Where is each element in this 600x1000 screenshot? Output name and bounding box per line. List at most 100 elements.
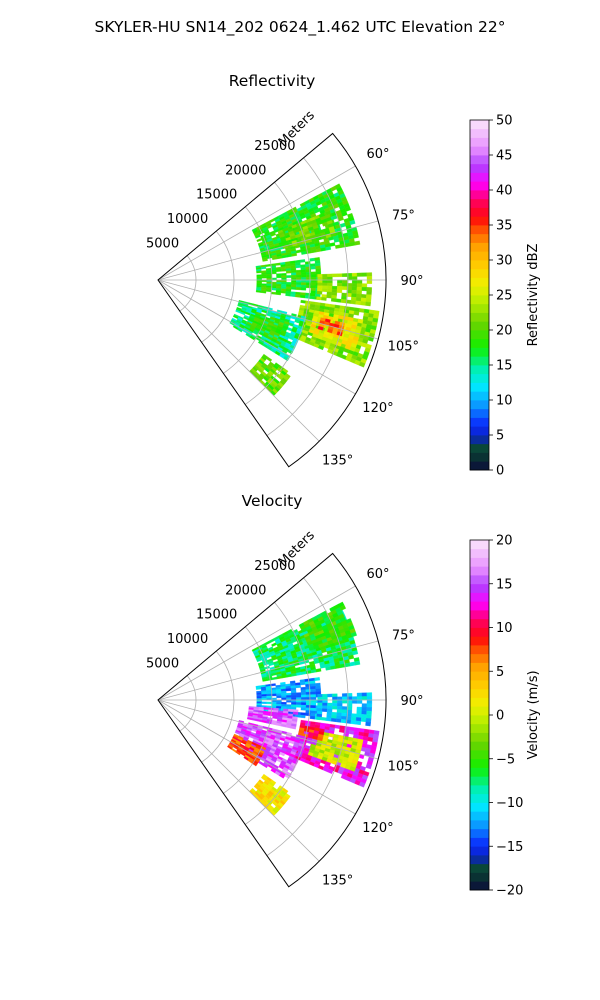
- echo-cell: [366, 290, 372, 296]
- echo-cell: [332, 273, 338, 278]
- echo-cell: [337, 702, 343, 707]
- colorbar-segment: [470, 242, 489, 252]
- echo-cell: [344, 662, 351, 668]
- echo-region-scattered-south: [249, 353, 291, 397]
- colorbar-segment: [470, 382, 489, 392]
- echo-cell: [355, 717, 362, 722]
- colorbar-segment: [470, 338, 489, 348]
- echo-cell: [321, 717, 327, 721]
- echo-cell: [317, 702, 323, 706]
- echo-cell: [348, 730, 355, 735]
- colorbar-segment: [470, 225, 489, 235]
- velocity-panel: Velocity 60° 75° 90° 105° 120° 135° 5000 10000 15…: [146, 492, 424, 889]
- echo-cell: [360, 717, 367, 723]
- colorbar-segment: [470, 181, 489, 191]
- azimuth-spoke: [157, 699, 356, 815]
- colorbar-segment: [470, 855, 489, 865]
- echo-cell: [310, 702, 317, 706]
- colorbar-segment: [470, 872, 489, 882]
- colorbar-segment: [470, 697, 489, 707]
- echo-cell: [326, 294, 332, 299]
- echo-cell: [351, 713, 357, 718]
- echo-cell: [300, 689, 307, 693]
- radial-tick-label: 10000: [167, 632, 208, 647]
- azimuth-spoke: [157, 165, 356, 281]
- echo-cell: [321, 708, 328, 712]
- panel-title: Reflectivity: [229, 72, 316, 90]
- echo-cell: [350, 720, 357, 725]
- colorbar-segment: [470, 566, 489, 576]
- colorbar-segment: [470, 557, 489, 567]
- echo-cell: [337, 273, 343, 278]
- echo-cell: [337, 699, 343, 704]
- echo-cell: [337, 696, 343, 701]
- echo-cell: [327, 276, 333, 281]
- echo-cell: [295, 264, 301, 269]
- echo-cell: [360, 301, 367, 306]
- echo-cell: [318, 345, 325, 351]
- echo-cell: [300, 287, 307, 291]
- echo-cell: [361, 692, 368, 697]
- echo-cell: [356, 692, 363, 697]
- echo-cell: [337, 282, 343, 287]
- echo-cell: [286, 695, 292, 698]
- echo-cell: [356, 286, 363, 291]
- colorbar-segment: [470, 461, 489, 471]
- echo-cell: [295, 692, 302, 696]
- colorbar-tick-label: 30: [496, 254, 513, 269]
- azimuth-tick-label: 75°: [392, 208, 415, 223]
- colorbar-segment: [470, 277, 489, 287]
- colorbar-segment: [470, 417, 489, 427]
- echo-cell: [275, 340, 282, 346]
- echo-region-east-mid: [255, 677, 322, 721]
- colorbar-segment: [470, 373, 489, 383]
- echo-cell: [300, 704, 307, 708]
- colorbar-segment: [470, 811, 489, 821]
- range-ring: [201, 650, 235, 763]
- echo-cell: [278, 741, 284, 746]
- colorbar-segment: [470, 618, 489, 628]
- echo-cell: [331, 288, 338, 293]
- echo-cell: [339, 604, 347, 611]
- colorbar-segment: [470, 321, 489, 331]
- colorbar-segment: [470, 163, 489, 173]
- colorbar-segment: [470, 575, 489, 585]
- echo-cell: [261, 276, 267, 279]
- echo-cell: [366, 696, 373, 701]
- radial-tick-label: 5000: [146, 657, 179, 672]
- echo-cell: [355, 300, 362, 306]
- echo-cell: [366, 287, 372, 292]
- colorbar-label: Velocity (m/s): [526, 670, 541, 759]
- echo-cell: [327, 705, 333, 710]
- echo-cell: [365, 721, 371, 727]
- range-ring: [266, 157, 349, 436]
- echo-cell: [310, 705, 317, 709]
- colorbar-segment: [470, 662, 489, 672]
- colorbar-segment: [470, 583, 489, 593]
- colorbar-segment: [470, 688, 489, 698]
- echo-cell: [342, 283, 348, 287]
- colorbar-segment: [470, 137, 489, 147]
- echo-cell: [349, 219, 356, 225]
- colorbar-segment: [470, 155, 489, 165]
- echo-cell: [361, 283, 368, 288]
- echo-cell: [291, 695, 297, 698]
- echo-cell: [260, 266, 267, 270]
- echo-cell: [266, 356, 273, 362]
- echo-cell: [310, 274, 317, 278]
- echo-cell: [322, 693, 328, 698]
- azimuth-tick-label: 60°: [366, 147, 389, 162]
- echo-cell: [261, 694, 267, 697]
- echo-cell: [341, 286, 348, 291]
- echo-cell: [267, 713, 274, 717]
- echo-cell: [365, 763, 372, 770]
- echo-cell: [295, 684, 301, 689]
- echo-cell: [317, 279, 323, 284]
- colorbar-tick-label: −15: [496, 840, 523, 855]
- echo-cell: [350, 631, 357, 638]
- echo-cell: [301, 702, 307, 706]
- echo-cell: [330, 298, 337, 303]
- echo-cell: [341, 712, 347, 717]
- echo-cell: [296, 274, 302, 278]
